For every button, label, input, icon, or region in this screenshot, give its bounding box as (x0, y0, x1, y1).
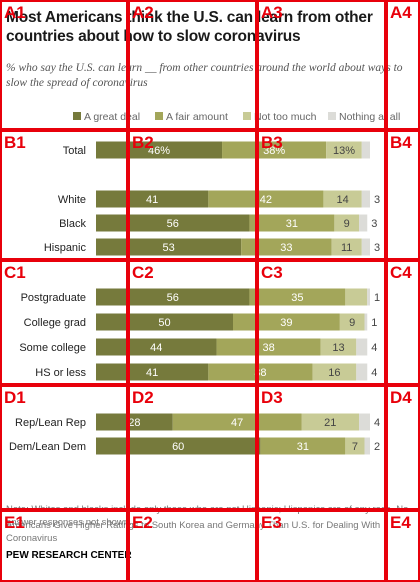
bar-great-deal (96, 288, 250, 306)
bar-great-deal (96, 238, 242, 256)
data-label-fair-amount: 31 (297, 441, 309, 453)
data-label-fair-amount: 33 (280, 242, 292, 254)
source-credit: PEW RESEARCH CENTER (6, 550, 132, 561)
data-label-nothing-at-all: 3 (371, 218, 377, 230)
bar-nothing-at-all (367, 288, 370, 306)
bar-not-too-much (339, 313, 365, 331)
bar-great-deal (96, 413, 173, 431)
bar-not-too-much (301, 413, 360, 431)
data-label-great-deal: 60 (172, 441, 184, 453)
bar-fair-amount (216, 338, 321, 356)
related-report-title: Americans Give Higher Ratings to South K… (6, 520, 381, 544)
data-label-fair-amount: 38 (254, 367, 266, 379)
chart-subtitle: % who say the U.S. can learn __ from oth… (6, 62, 403, 89)
bar-nothing-at-all (364, 437, 370, 455)
data-label-nothing-at-all: 2 (374, 441, 380, 453)
bar-not-too-much (334, 214, 360, 232)
bar-not-too-much (345, 288, 368, 306)
category-label: Black (59, 218, 86, 230)
bar-fair-amount (172, 413, 302, 431)
data-label-fair-amount: 38% (263, 145, 285, 157)
data-label-great-deal: 41 (146, 367, 158, 379)
bar-nothing-at-all (361, 190, 370, 208)
bar-great-deal (96, 437, 261, 455)
bar-nothing-at-all (361, 141, 370, 159)
legend-swatch-nothing-at-all (328, 112, 336, 120)
data-label-not-too-much: 11 (341, 242, 352, 254)
legend-label-not-too-much: Not too much (254, 111, 317, 123)
bar-nothing-at-all (359, 214, 368, 232)
chart-title: Most Americans think the U.S. can learn … (6, 9, 373, 45)
data-label-nothing-at-all: 3 (374, 194, 380, 206)
bar-fair-amount (233, 313, 340, 331)
data-label-nothing-at-all: 1 (371, 317, 377, 329)
data-label-great-deal: 53 (162, 242, 174, 254)
bar-nothing-at-all (359, 413, 370, 431)
data-label-not-too-much: 9 (349, 317, 355, 329)
category-label: Postgraduate (21, 292, 86, 304)
bar-not-too-much (326, 141, 362, 159)
legend-label-nothing-at-all: Nothing at all (339, 111, 400, 123)
data-label-not-too-much: 9 (344, 218, 350, 230)
data-label-great-deal: 46% (148, 145, 170, 157)
data-label-great-deal: 41 (146, 194, 158, 206)
data-label-not-too-much: 14 (336, 194, 348, 206)
data-label-fair-amount: 38 (262, 342, 274, 354)
legend-swatch-fair-amount (155, 112, 163, 120)
bar-fair-amount (208, 190, 324, 208)
bar-fair-amount (208, 363, 313, 381)
bar-great-deal (96, 214, 250, 232)
bar-nothing-at-all (356, 363, 368, 381)
data-label-nothing-at-all: 4 (371, 342, 377, 354)
data-label-great-deal: 44 (150, 342, 162, 354)
bar-nothing-at-all (364, 313, 368, 331)
legend-label-fair-amount: A fair amount (166, 111, 228, 123)
data-label-fair-amount: 35 (291, 292, 303, 304)
data-label-not-too-much: 16 (328, 367, 340, 379)
data-label-not-too-much: 13 (332, 342, 344, 354)
data-label-great-deal: 56 (167, 292, 179, 304)
category-label: Total (63, 145, 86, 157)
bar-nothing-at-all (361, 238, 370, 256)
bar-fair-amount (222, 141, 327, 159)
category-label: Rep/Lean Rep (15, 417, 86, 429)
legend-swatch-not-too-much (243, 112, 251, 120)
category-label: White (58, 194, 86, 206)
category-label: HS or less (35, 367, 86, 379)
bar-fair-amount (241, 238, 332, 256)
data-label-fair-amount: 39 (280, 317, 292, 329)
data-label-not-too-much: 7 (352, 441, 358, 453)
bar-not-too-much (312, 363, 357, 381)
data-label-fair-amount: 42 (260, 194, 272, 206)
data-label-fair-amount: 47 (231, 417, 243, 429)
bar-not-too-much (345, 437, 365, 455)
bar-not-too-much (320, 338, 357, 356)
data-label-not-too-much: 13% (333, 145, 355, 157)
bar-fair-amount (249, 288, 346, 306)
bar-fair-amount (249, 214, 335, 232)
data-label-nothing-at-all: 4 (371, 367, 377, 379)
data-label-great-deal: 50 (158, 317, 170, 329)
bar-great-deal (96, 190, 209, 208)
bar-not-too-much (323, 190, 362, 208)
data-label-nothing-at-all: 3 (374, 242, 380, 254)
bar-great-deal (96, 363, 209, 381)
data-label-nothing-at-all: 4 (374, 417, 380, 429)
data-label-nothing-at-all: 1 (374, 292, 380, 304)
data-label-fair-amount: 31 (286, 218, 298, 230)
data-label-not-too-much: 21 (324, 417, 336, 429)
bar-fair-amount (260, 437, 346, 455)
category-label: Some college (19, 342, 86, 354)
legend-label-great-deal: A great deal (84, 111, 140, 123)
legend-swatch-great-deal (73, 112, 81, 120)
bar-nothing-at-all (356, 338, 368, 356)
bar-great-deal (96, 313, 233, 331)
bar-not-too-much (331, 238, 362, 256)
category-label: College grad (24, 317, 86, 329)
data-label-great-deal: 56 (167, 218, 179, 230)
category-label: Dem/Lean Dem (9, 441, 86, 453)
category-label: Hispanic (44, 242, 87, 254)
data-label-great-deal: 28 (128, 417, 140, 429)
